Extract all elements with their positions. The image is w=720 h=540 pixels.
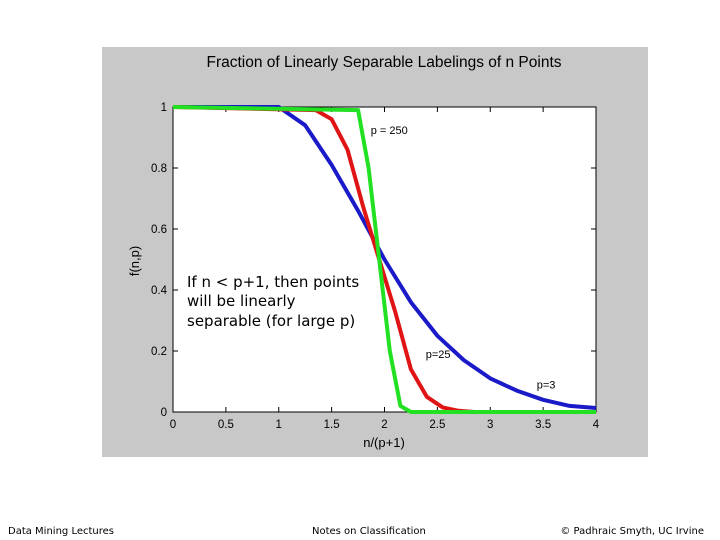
callout-line: If n < p+1, then points [187,273,359,291]
footer-center: Notes on Classification [312,526,426,537]
callout-line: separable (for large p) [187,312,355,330]
series-annotation-label: p=3 [537,380,556,392]
series-annotation-label: p = 250 [371,125,408,137]
footer-right: © Padhraic Smyth, UC Irvine [560,526,704,537]
x-tick-label: 2 [381,419,387,431]
y-tick-label: 0.8 [151,163,167,175]
x-tick-label: 1 [276,419,282,431]
figure-panel: 0 0.5 1 1.5 2 2.5 3 3.5 4 0 0.2 0.4 0.6 0.8 1 p = 250 p… [102,47,648,457]
x-tick-label: 0 [170,419,176,431]
chart-title: Fraction of Linearly Separable Labelings… [207,54,562,71]
x-tick-label: 4 [593,419,600,431]
ticks-layer: 0 0.5 1 1.5 2 2.5 3 3.5 4 0 0.2 0.4 0.6 0.8 1 [151,102,600,431]
line-chart: 0 0.5 1 1.5 2 2.5 3 3.5 400.20.40.60.81 p = 250p… [127,54,600,450]
x-tick-label: 3.5 [535,419,551,431]
y-tick-label: 0.4 [151,285,168,297]
series-layer [172,105,597,414]
x-axis-label: n/(p+1) [363,435,405,450]
y-tick-label: 1 [161,102,167,114]
footer-left: Data Mining Lectures [8,526,115,537]
callout-background [182,270,372,334]
y-tick-label: 0.2 [151,346,167,358]
y-tick-label: 0.6 [151,224,167,236]
x-tick-label: 2.5 [429,419,445,431]
series-line-p3 [173,105,597,410]
series-line-p250 [172,105,596,414]
x-tick-label: 1.5 [324,419,340,431]
y-tick-label: 0 [161,407,167,419]
x-tick-label: 3 [487,419,493,431]
callout-line: will be linearly [187,292,296,310]
y-axis-label: f(n,p) [127,246,142,276]
callout-text: If n < p+1, then points will be linearly… [182,270,372,334]
series-annotation-label: p=25 [426,349,451,361]
labels-layer: p = 250 p=25 p=3 [371,125,556,392]
x-tick-label: 0.5 [218,419,234,431]
